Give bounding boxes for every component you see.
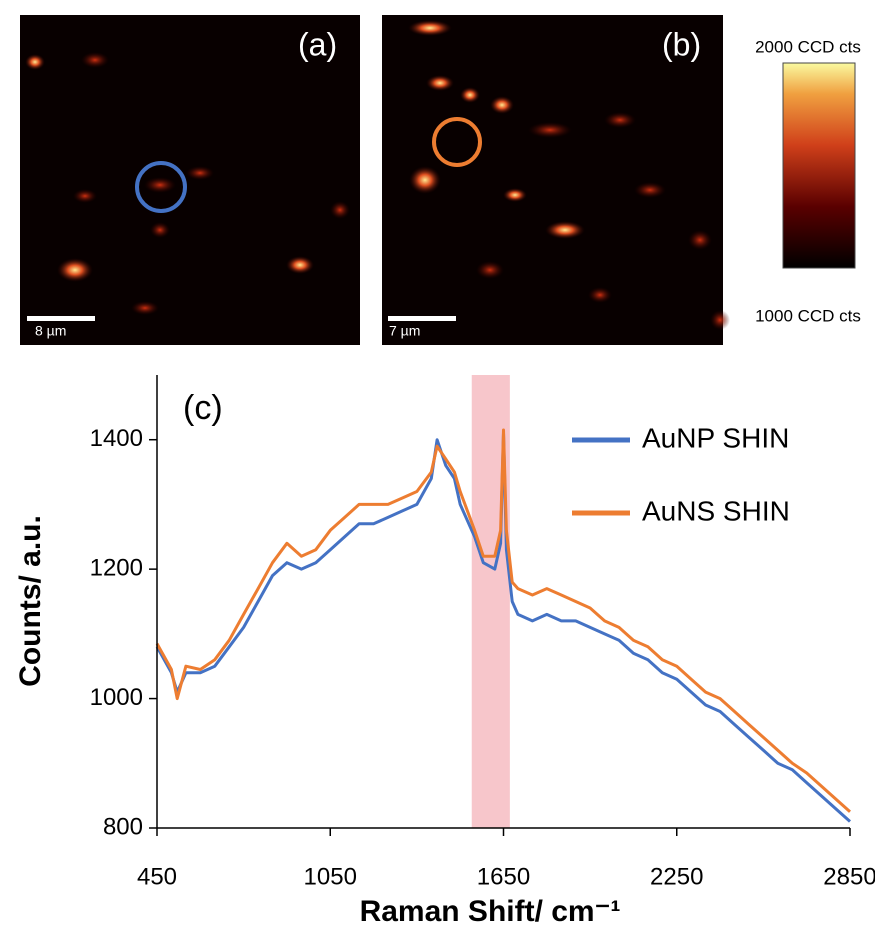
map-b: 7 µm (b): [382, 15, 730, 345]
spectrum-line: [155, 431, 852, 823]
y-tick-label: 800: [103, 813, 143, 840]
x-tick-label: 2250: [650, 863, 703, 890]
panel-label: (c): [183, 389, 223, 427]
y-tick-label: 1000: [90, 684, 143, 711]
colorbar-min: 1000 CCD cts: [755, 306, 861, 325]
scale-bar-label: 8 µm: [35, 323, 66, 339]
panel-label: (a): [298, 26, 337, 62]
y-tick-label: 1200: [90, 554, 143, 581]
spectrum-chart: (c) Raman Shift/ cm⁻¹ Counts/ a.u. AuNP …: [14, 375, 875, 928]
legend-label: AuNS SHIN: [642, 495, 790, 526]
scale-bar-label: 7 µm: [389, 323, 420, 339]
y-axis-title: Counts/ a.u.: [14, 515, 47, 687]
x-tick-label: 1650: [477, 863, 530, 890]
x-tick-label: 1050: [304, 863, 357, 890]
legend-label: AuNP SHIN: [642, 422, 789, 453]
spectrum-line: [155, 428, 852, 813]
panel-label: (b): [662, 26, 701, 62]
map-a: 8 µm (a): [20, 15, 360, 345]
y-tick-label: 1400: [90, 425, 143, 452]
x-tick-label: 2850: [823, 863, 875, 890]
x-tick-label: 450: [137, 863, 177, 890]
colorbar-max: 2000 CCD cts: [755, 37, 861, 56]
colorbar: 2000 CCD cts 1000 CCD cts: [755, 37, 861, 325]
x-axis-title: Raman Shift/ cm⁻¹: [360, 895, 621, 928]
